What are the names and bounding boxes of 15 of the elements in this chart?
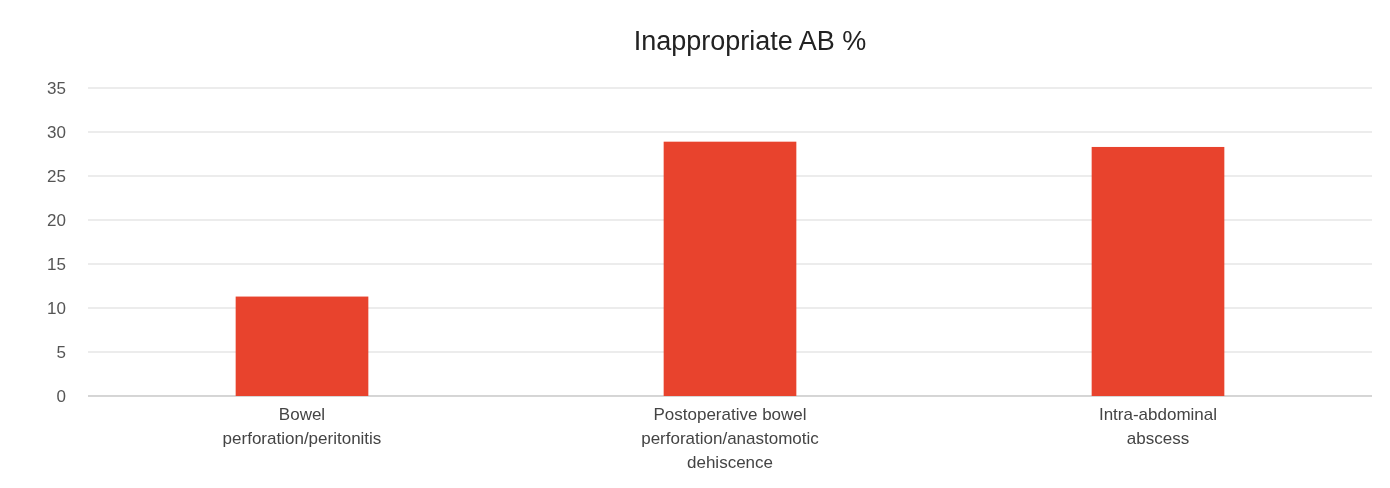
bar: [235, 296, 369, 396]
y-tick-label: 35: [47, 78, 66, 98]
y-tick-label: 25: [47, 166, 66, 186]
y-tick-label: 10: [47, 298, 66, 318]
x-tick-label: Postoperative bowel perforation/anastomotic dehiscence: [641, 405, 820, 472]
y-tick-label: 0: [56, 386, 66, 406]
x-tick-label: Intra-abdominal abscess: [1098, 405, 1218, 448]
x-tick-label: Bowel perforation/peritonitis: [222, 405, 382, 448]
y-tick-label: 5: [56, 342, 66, 362]
chart-title: Inappropriate AB %: [633, 26, 867, 56]
bar: [1091, 146, 1225, 396]
y-tick-label: 15: [47, 254, 66, 274]
y-tick-label: 30: [47, 122, 66, 142]
y-tick-label: 20: [47, 210, 66, 230]
bar: [663, 141, 797, 396]
